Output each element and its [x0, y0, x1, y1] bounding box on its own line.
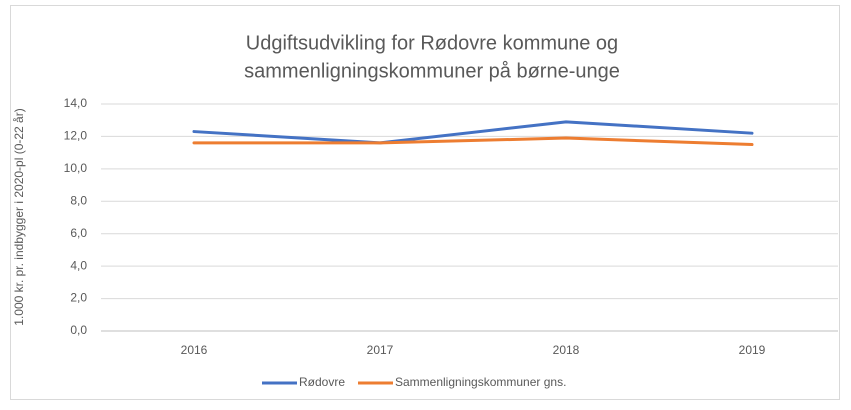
y-tick-label: 2,0 — [70, 291, 87, 305]
chart-frame — [10, 5, 840, 400]
series-line — [192, 120, 754, 145]
y-tick-label: 12,0 — [64, 129, 88, 143]
y-tick-label: 6,0 — [70, 226, 87, 240]
x-tick-label: 2016 — [181, 343, 208, 357]
y-tick-label: 10,0 — [64, 161, 88, 175]
series-line — [192, 136, 754, 147]
chart-title: Udgiftsudvikling for Rødovre kommune og — [246, 32, 618, 54]
y-tick-label: 0,0 — [70, 323, 87, 337]
y-axis-label: 1.000 kr. pr. indbygger i 2020-pl (0-22 … — [12, 108, 26, 325]
y-tick-label: 8,0 — [70, 193, 87, 207]
x-tick-label: 2017 — [367, 343, 394, 357]
x-tick-label: 2019 — [739, 343, 766, 357]
chart-title: sammenligningskommuner på børne-unge — [244, 60, 620, 82]
y-tick-label: 14,0 — [64, 96, 88, 110]
legend-label: Sammenligningskommuner gns. — [395, 375, 566, 389]
x-tick-label: 2018 — [553, 343, 580, 357]
y-tick-label: 4,0 — [70, 258, 87, 272]
legend-label: Rødovre — [299, 375, 345, 389]
